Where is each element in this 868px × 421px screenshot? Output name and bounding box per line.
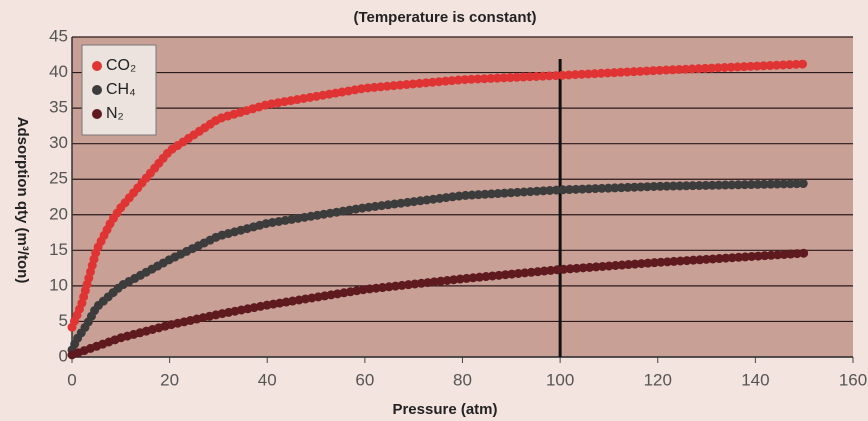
x-tick-label: 160 (839, 370, 867, 389)
x-tick-label: 0 (67, 370, 76, 389)
legend-marker (92, 85, 102, 95)
y-tick-label: 25 (49, 169, 68, 188)
x-tick-label: 120 (644, 370, 672, 389)
y-tick-label: 15 (49, 240, 68, 259)
chart-title: (Temperature is constant) (353, 9, 536, 26)
y-tick-label: 45 (49, 26, 68, 45)
legend-label: N₂ (106, 105, 124, 122)
y-tick-label: 5 (59, 311, 68, 330)
x-tick-label: 140 (741, 370, 769, 389)
x-tick-label: 60 (355, 370, 374, 389)
y-tick-label: 0 (59, 346, 68, 365)
y-tick-label: 30 (49, 133, 68, 152)
x-axis-label: Pressure (atm) (392, 401, 497, 418)
y-tick-label: 40 (49, 62, 68, 81)
x-tick-label: 20 (160, 370, 179, 389)
legend-marker (92, 61, 102, 71)
y-tick-label: 10 (49, 275, 68, 294)
page: (Temperature is constant) Pressure (atm)… (0, 0, 868, 421)
chart: (Temperature is constant) Pressure (atm)… (0, 0, 868, 421)
x-tick-label: 40 (258, 370, 277, 389)
legend-label: CH₄ (106, 81, 136, 98)
x-tick-label: 80 (453, 370, 472, 389)
legend-label: CO₂ (106, 57, 136, 74)
y-tick-label: 35 (49, 98, 68, 117)
legend-marker (92, 109, 102, 119)
y-tick-label: 20 (49, 204, 68, 223)
y-axis-label: Adsorption qty (m³/ton) (14, 117, 31, 284)
x-tick-label: 100 (546, 370, 574, 389)
